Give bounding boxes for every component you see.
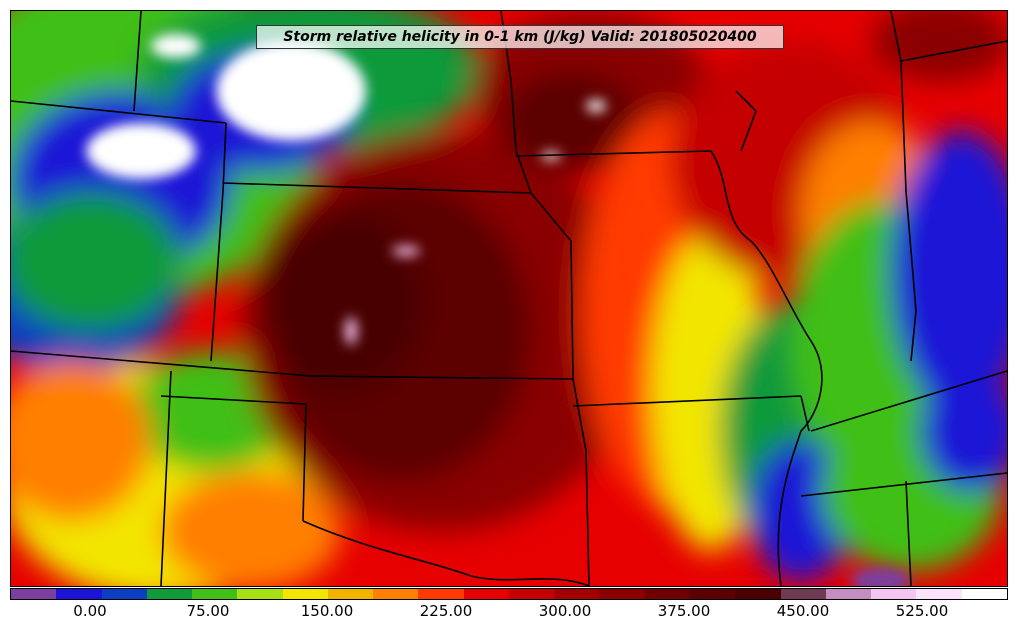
colorbar-segment: [780, 589, 826, 599]
colorbar-segment: [418, 589, 464, 599]
colorbar-segment: [56, 589, 102, 599]
colorbar-segment: [508, 589, 555, 599]
map-title-box: Storm relative helicity in 0-1 km (J/kg)…: [256, 25, 784, 49]
colorbar-tick-label: 300.00: [538, 602, 592, 620]
colorbar-tick-label: 150.00: [300, 602, 354, 620]
colorbar-segment: [735, 589, 781, 599]
colorbar-segment: [871, 589, 917, 599]
colorbar-segment: [689, 589, 736, 599]
colorbar-segment: [644, 589, 690, 599]
colorbar-tick-label: 75.00: [186, 602, 230, 620]
colorbar-segment: [463, 589, 509, 599]
colorbar-tick-label: 225.00: [419, 602, 473, 620]
colorbar-segment: [599, 589, 645, 599]
helicity-map: [11, 11, 1007, 586]
colorbar-segment: [146, 589, 193, 599]
colorbar-segment: [825, 589, 872, 599]
colorbar-tick-label: 525.00: [895, 602, 949, 620]
colorbar: [10, 588, 1008, 600]
colorbar-segment: [282, 589, 328, 599]
colorbar-segment: [327, 589, 374, 599]
colorbar-segment: [554, 589, 600, 599]
colorbar-tick-labels: 0.00 75.00 150.00 225.00 300.00 375.00 450.00 5…: [10, 602, 1008, 624]
colorbar-tick-label: 450.00: [776, 602, 830, 620]
map-title: Storm relative helicity in 0-1 km (J/kg)…: [283, 29, 757, 45]
colorbar-segment: [916, 589, 962, 599]
map-panel: Storm relative helicity in 0-1 km (J/kg)…: [10, 10, 1008, 587]
colorbar-segment: [237, 589, 283, 599]
colorbar-segment: [192, 589, 238, 599]
colorbar-segment: [373, 589, 419, 599]
colorbar-tick-label: 0.00: [73, 602, 107, 620]
state-boundaries: [11, 11, 1007, 586]
helicity-field: [11, 11, 1007, 586]
colorbar-segment: [961, 589, 1007, 599]
helicity-extremes: [86, 34, 911, 586]
colorbar-segment: [101, 589, 147, 599]
colorbar-tick-label: 375.00: [657, 602, 711, 620]
colorbar-segment: [11, 589, 57, 599]
